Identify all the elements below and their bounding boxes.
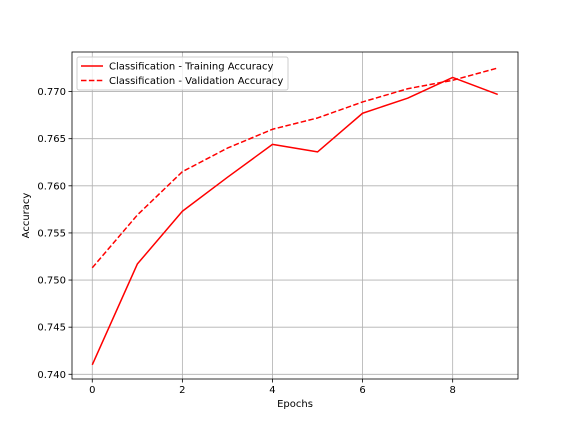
series-line-training [91,76,498,366]
x-tick-label: 4 [269,385,275,396]
x-tick-label: 6 [359,385,365,396]
legend-box [76,56,289,91]
x-axis-label: Epochs [277,399,313,410]
grid-lines [72,52,518,379]
legend-label-training: Classification - Training Accuracy [109,62,274,73]
series-line-validation [91,67,498,269]
y-tick-label: 0.750 [37,276,66,287]
x-tick-label: 8 [449,385,455,396]
y-tick-label: 0.755 [37,228,66,239]
y-axis-label: Accuracy [21,193,32,239]
axis-ticks: 0 2 4 6 8 0.740 0.745 0.750 0.755 0.760 0.765 0.770 [37,87,456,396]
plot-frame [71,51,519,380]
legend-label-validation: Classification - Validation Accuracy [109,76,283,87]
y-tick-label: 0.740 [37,370,66,381]
y-tick-label: 0.770 [37,87,66,98]
y-tick-label: 0.765 [37,134,66,145]
y-tick-label: 0.760 [37,181,66,192]
x-tick-label: 0 [89,385,95,396]
series-lines [91,67,498,366]
x-tick-label: 2 [179,385,185,396]
legend: Classification - Training Accuracy Class… [76,56,289,91]
y-tick-label: 0.745 [37,323,66,334]
